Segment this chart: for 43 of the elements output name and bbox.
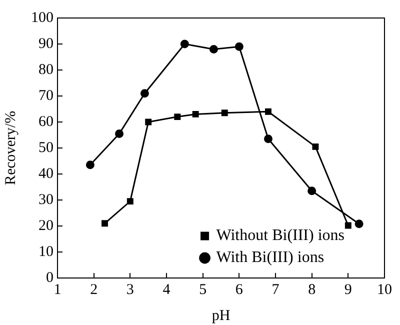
point xyxy=(221,110,228,116)
point xyxy=(234,42,244,51)
point xyxy=(174,114,181,120)
x-tick-label: 4 xyxy=(162,282,171,298)
y-tick-label: 60 xyxy=(38,114,54,130)
y-tick-label: 80 xyxy=(38,62,54,78)
point xyxy=(86,160,94,170)
y-tick-label: 20 xyxy=(38,218,54,234)
x-axis-title: pH xyxy=(212,308,230,324)
point xyxy=(115,129,124,138)
x-tick-label: 6 xyxy=(235,282,244,298)
point xyxy=(145,118,152,126)
point xyxy=(264,134,272,144)
x-tick-label: 8 xyxy=(308,282,316,298)
y-tick-label: 50 xyxy=(38,140,54,156)
y-axis-title: Recovery/% xyxy=(2,110,19,186)
point xyxy=(354,220,364,228)
point xyxy=(344,222,352,229)
x-tick-label: 5 xyxy=(199,282,207,298)
x-tick-label: 9 xyxy=(344,282,352,298)
point xyxy=(140,89,149,98)
point xyxy=(180,40,189,48)
legend-label: With Bi(III) ions xyxy=(216,249,324,266)
y-tick-label: 0 xyxy=(46,270,54,286)
x-tick-label: 2 xyxy=(90,282,98,298)
x-tick-label: 7 xyxy=(272,282,280,298)
y-tick-label: 70 xyxy=(38,88,54,104)
y-tick-label: 40 xyxy=(38,166,54,182)
point xyxy=(102,220,108,227)
point xyxy=(308,186,316,196)
y-tick-label: 100 xyxy=(31,10,54,26)
legend-label: Without Bi(III) ions xyxy=(216,227,345,244)
point xyxy=(265,108,272,115)
x-tick-label: 10 xyxy=(377,282,392,298)
y-tick-label: 90 xyxy=(38,36,54,52)
point xyxy=(126,198,134,205)
x-tick-label: 3 xyxy=(126,282,134,298)
y-tick-label: 30 xyxy=(38,192,54,208)
point xyxy=(312,143,319,150)
y-tick-label: 10 xyxy=(38,244,54,260)
point xyxy=(192,110,199,118)
x-tick-label: 1 xyxy=(54,282,62,298)
point xyxy=(209,44,218,54)
